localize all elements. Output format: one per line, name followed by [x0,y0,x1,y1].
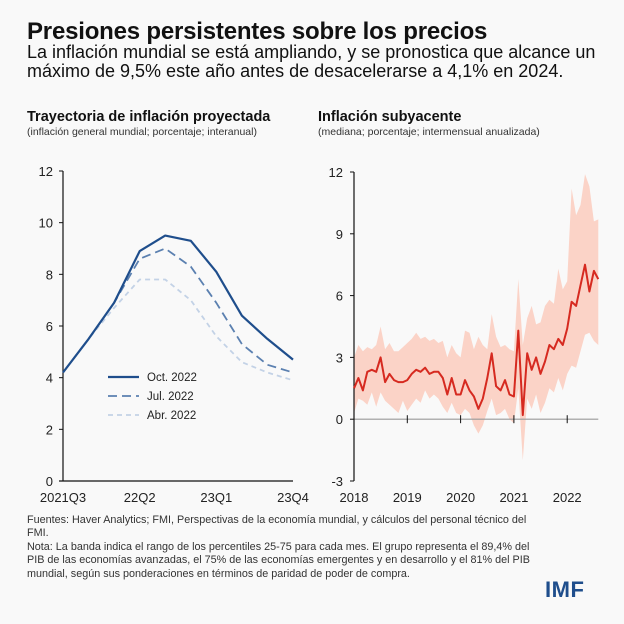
legend-label: Jul. 2022 [147,391,194,403]
x-tick-label: 2019 [393,490,422,505]
footer-note: Nota: La banda indica el rango de los pe… [27,540,530,580]
footer-sources: Fuentes: Haver Analytics; FMI, Perspecti… [27,514,527,540]
x-tick-label: 2021Q3 [40,490,86,505]
median-line [353,263,600,417]
y-tick-label: 8 [46,267,53,282]
series-line-oct-2022 [62,234,294,374]
legend-label: Abr. 2022 [147,410,196,422]
page-subtitle: La inflación mundial se está ampliando, … [27,42,596,81]
y-tick-label: 2 [46,422,53,437]
x-tick-label: 23Q1 [200,490,232,505]
y-tick-label: 12 [39,164,53,179]
y-tick-label: 4 [46,371,53,386]
x-tick-label: 2021 [499,490,528,505]
x-tick-label: 2018 [340,490,369,505]
y-tick-label: -3 [331,474,343,489]
y-tick-label: 3 [336,350,343,365]
y-tick-label: 6 [46,319,53,334]
y-tick-label: 0 [336,412,343,427]
right-chart-subtitle: (mediana; porcentaje; intermensual anual… [318,126,540,138]
page-title: Presiones persistentes sobre los precios [27,18,488,45]
y-tick-label: 12 [329,165,343,180]
right-chart-title: Inflación subyacente [318,109,462,125]
left-chart-title: Trayectoria de inflación proyectada [27,109,271,125]
y-tick-label: 6 [336,289,343,304]
y-tick-label: 0 [46,474,53,489]
footer-notes: Fuentes: Haver Analytics; FMI, Perspecti… [27,514,537,581]
x-tick-label: 23Q4 [277,490,309,505]
x-tick-label: 2020 [446,490,475,505]
percentile-band [354,174,599,461]
series-line-abr-2022 [62,278,294,382]
y-tick-label: 9 [336,227,343,242]
x-tick-label: 22Q2 [124,490,156,505]
y-tick-label: 10 [39,216,53,231]
x-tick-label: 2022 [553,490,582,505]
imf-logo: IMF [545,577,585,602]
left-chart-subtitle: (inflación general mundial; porcentaje; … [27,126,257,138]
legend-label: Oct. 2022 [147,372,197,384]
